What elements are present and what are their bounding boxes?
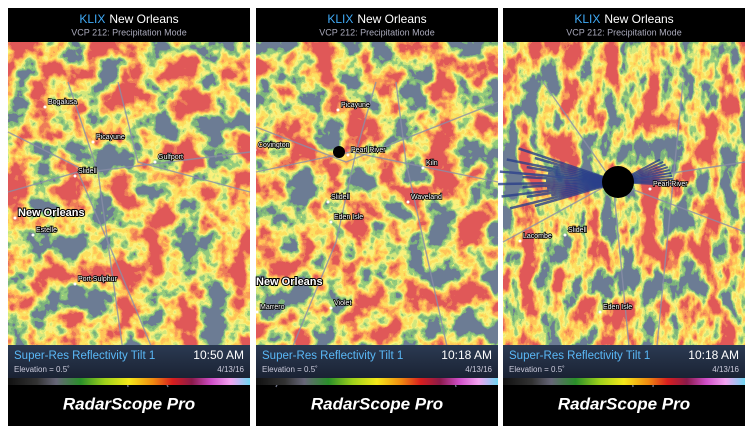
info-bar <box>256 345 498 378</box>
color-scale <box>503 378 745 385</box>
place-label: New Orleans <box>18 207 85 219</box>
place-label: Port Sulphur <box>78 276 118 283</box>
place-label: Slidell <box>331 194 350 201</box>
road <box>117 81 251 193</box>
place-label: Kiln <box>426 160 438 167</box>
phone-panel: Picayune Covington Pearl River Slidell Kiln E… <box>251 8 499 426</box>
place-dot <box>598 310 602 314</box>
vcp-mode: VCP 212: Precipitation Mode <box>319 27 434 37</box>
app-brand: RadarScope Pro <box>558 394 690 413</box>
road <box>275 81 377 388</box>
radar-site <box>602 166 634 198</box>
place-label: Eden Isle <box>603 304 632 311</box>
scan-time: 10:50 AM <box>193 348 244 362</box>
road <box>255 151 499 183</box>
vcp-mode: VCP 212: Precipitation Mode <box>71 27 186 37</box>
place-label: Lacombe <box>523 233 552 240</box>
road <box>7 131 251 173</box>
color-scale <box>256 378 498 385</box>
product-name: Super-Res Reflectivity Tilt 1 <box>14 350 155 362</box>
road <box>7 171 169 388</box>
station-id: KLIX <box>574 12 600 26</box>
elevation: Elevation = 0.5˚ <box>14 365 70 374</box>
place-dot <box>253 148 257 152</box>
road <box>67 81 129 388</box>
place-label: Pearl River <box>351 147 386 154</box>
app-brand: RadarScope Pro <box>311 394 443 413</box>
phone-panel: Pearl River Lacombe Slidell Eden Isle KLIX Ne… <box>498 8 746 426</box>
station-city: New Orleans <box>357 12 426 26</box>
place-dot <box>563 233 567 237</box>
place-label: Eden Isle <box>334 214 363 221</box>
place-dot <box>648 187 652 191</box>
radar-map <box>256 42 498 345</box>
station-city: New Orleans <box>604 12 673 26</box>
place-dot <box>251 285 255 289</box>
place-label: Covington <box>258 142 290 149</box>
place-label: Picayune <box>96 134 125 141</box>
place-dot <box>43 105 47 109</box>
place-dot <box>336 108 340 112</box>
place-label: Bogalusa <box>48 99 77 106</box>
place-label: Picayune <box>341 102 370 109</box>
info-bar <box>8 345 250 378</box>
vcp-mode: VCP 212: Precipitation Mode <box>566 27 681 37</box>
station-header: KLIX New Orleans <box>327 12 426 26</box>
radar-map <box>8 42 250 345</box>
place-label: Estelle <box>36 227 57 234</box>
scan-time: 10:18 AM <box>441 348 492 362</box>
scan-date: 4/13/16 <box>712 365 739 374</box>
place-label: Violet <box>334 300 351 307</box>
scan-date: 4/13/16 <box>217 365 244 374</box>
place-label: New Orleans <box>256 276 323 288</box>
station-city: New Orleans <box>109 12 178 26</box>
elevation: Elevation = 0.5˚ <box>509 365 565 374</box>
place-dot <box>255 310 259 314</box>
place-label: Marrero <box>260 304 285 311</box>
station-header: KLIX New Orleans <box>79 12 178 26</box>
place-label: Waveland <box>411 194 442 201</box>
place-dot <box>73 174 77 178</box>
place-dot <box>153 160 157 164</box>
product-name: Super-Res Reflectivity Tilt 1 <box>509 350 650 362</box>
station-id: KLIX <box>79 12 105 26</box>
road <box>395 81 457 388</box>
station-id: KLIX <box>327 12 353 26</box>
place-dot <box>421 166 425 170</box>
road <box>255 101 499 163</box>
place-dot <box>329 306 333 310</box>
place-dot <box>518 239 522 243</box>
scan-time: 10:18 AM <box>688 348 739 362</box>
place-dot <box>329 220 333 224</box>
place-dot <box>406 200 410 204</box>
place-dot <box>31 233 35 237</box>
product-name: Super-Res Reflectivity Tilt 1 <box>262 350 403 362</box>
elevation: Elevation = 0.5˚ <box>262 365 318 374</box>
place-dot <box>346 153 350 157</box>
scan-date: 4/13/16 <box>465 365 492 374</box>
app-brand: RadarScope Pro <box>63 394 195 413</box>
station-header: KLIX New Orleans <box>574 12 673 26</box>
place-dot <box>73 282 77 286</box>
place-label: Slidell <box>568 227 587 234</box>
clutter-streak <box>518 147 619 184</box>
info-bar <box>503 345 745 378</box>
place-dot <box>13 216 17 220</box>
place-label: Slidell <box>78 168 97 175</box>
place-dot <box>91 140 95 144</box>
color-scale <box>8 378 250 385</box>
place-label: Gulfport <box>158 154 183 161</box>
phone-panel: Bogalusa Picayune Slidell Gulfport New Orlea… <box>7 8 251 426</box>
radar-site <box>333 146 345 158</box>
place-dot <box>326 200 330 204</box>
place-label: Pearl River <box>653 181 688 188</box>
